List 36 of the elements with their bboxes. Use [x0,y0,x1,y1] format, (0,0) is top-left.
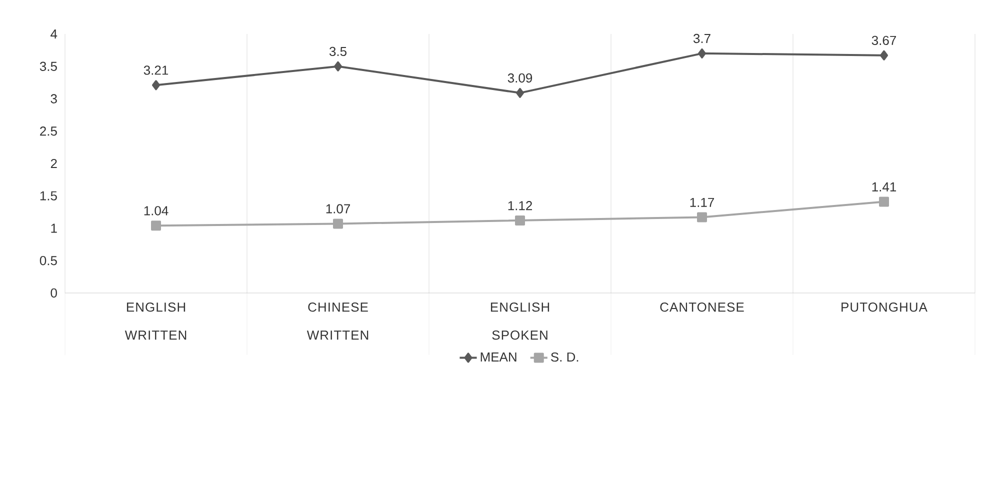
x-tick-label: CANTONESE [660,302,744,312]
data-label: 1.04 [144,206,168,216]
y-tick-label: 1 [51,224,57,233]
y-tick-label: 0 [50,288,57,298]
point [880,50,888,60]
point [151,220,162,231]
legend-label: MEAN [480,352,516,362]
point [697,212,707,222]
legend-label: S. D. [551,352,578,362]
y-tick-label: 4 [50,30,58,38]
data-label: 3.7 [693,34,710,44]
data-label: 3.21 [144,66,168,75]
data-label: 1.12 [508,201,532,210]
category-label: ENGLISH SPOKEN [490,302,550,340]
data-label: 1.07 [326,204,350,214]
category-label: ENGLISH WRITTEN [124,302,186,340]
data-label: 1.17 [690,198,714,207]
y-tick-label: 2 [50,158,57,168]
x-tick-label: PUTONGHUA [842,302,928,312]
point [152,80,160,90]
y-tick-label: 1.5 [40,191,57,200]
point [333,218,344,229]
point [515,215,526,226]
y-tick-label: 0.5 [40,256,57,266]
point [334,61,342,72]
y-tick-label: 3 [50,94,57,104]
y-tick-label: 2.5 [40,126,57,136]
data-label: 3.67 [872,36,896,46]
category-label: CHINESE WRITTEN [306,302,368,340]
data-label: 3.5 [329,46,346,56]
point [516,88,524,98]
data-label: 3.09 [508,73,532,83]
data-label: 1.41 [872,182,896,192]
point [698,48,706,58]
y-tick-label: 3.5 [40,62,57,71]
point [878,196,889,207]
